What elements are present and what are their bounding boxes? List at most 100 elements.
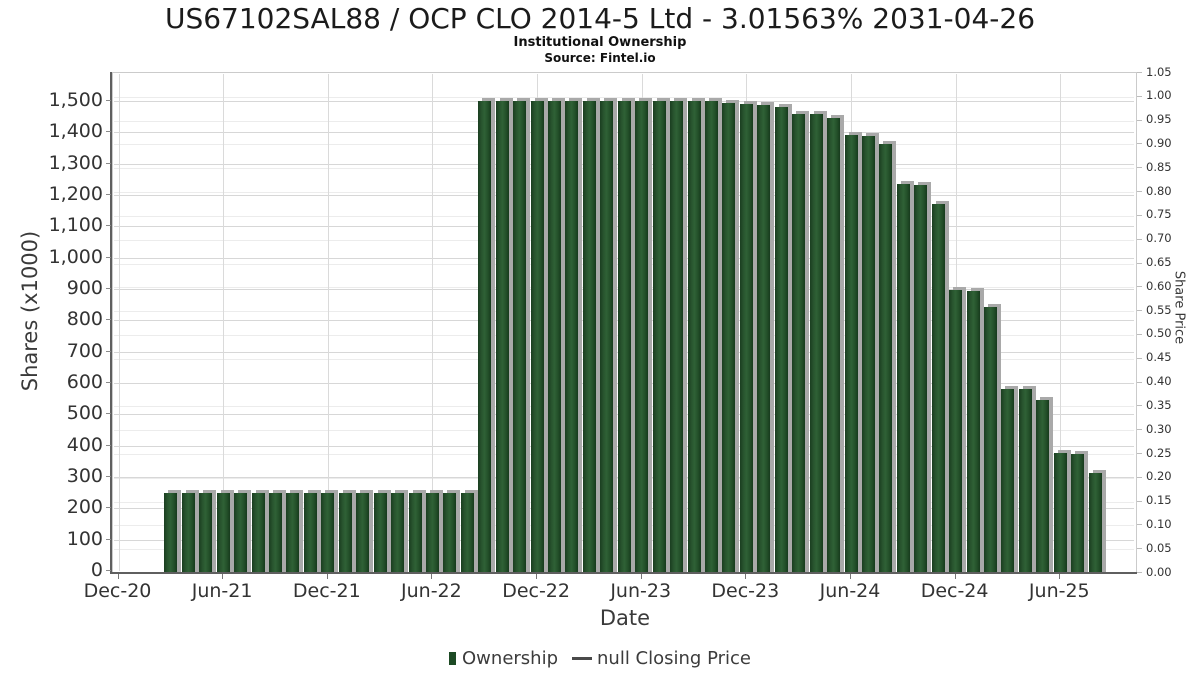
y-axis-left-tick — [106, 444, 111, 446]
y-axis-right-tick-label: 0.35 — [1146, 397, 1172, 412]
ownership-bar[interactable] — [269, 493, 282, 572]
ownership-bar[interactable] — [582, 101, 596, 572]
ownership-bar[interactable] — [757, 104, 771, 572]
y-axis-left-tick — [106, 225, 111, 227]
ownership-bar[interactable] — [1088, 473, 1102, 572]
ownership-bar[interactable] — [181, 493, 195, 572]
ownership-bar[interactable] — [914, 184, 928, 572]
ownership-bar[interactable] — [408, 493, 422, 572]
y-axis-right-tick — [1137, 95, 1142, 97]
y-axis-right-tick-label: 0.75 — [1146, 207, 1172, 222]
ownership-bar[interactable] — [1071, 453, 1085, 572]
y-axis-right-tick-label: 0.30 — [1146, 421, 1172, 436]
y-axis-right-tick — [1137, 72, 1142, 73]
y-axis-left-tick — [106, 350, 111, 352]
y-axis-right-tick — [1137, 119, 1142, 121]
ownership-bar[interactable] — [164, 493, 178, 572]
closing-price-series-marker-icon — [572, 656, 593, 660]
ownership-bar[interactable] — [513, 101, 527, 572]
x-axis-tick-label: Dec-20 — [83, 580, 152, 602]
ownership-bar[interactable] — [774, 107, 788, 572]
ownership-bar[interactable] — [286, 493, 300, 572]
ownership-bar[interactable] — [739, 104, 753, 572]
y-axis-left-tick-label: 0 — [90, 559, 103, 581]
chart-source: Source: Fintel.io — [544, 51, 656, 65]
x-axis-tick-label: Jun-25 — [1028, 580, 1090, 602]
x-axis-title: Date — [599, 606, 651, 630]
ownership-bar[interactable] — [600, 101, 614, 572]
x-axis-tick-label: Jun-22 — [401, 580, 462, 602]
y-axis-left-tick-label: 1,300 — [48, 151, 103, 174]
gridline-date — [118, 74, 120, 571]
ownership-bar[interactable] — [1018, 389, 1032, 572]
y-axis-left-tick — [106, 413, 111, 415]
y-axis-right-tick-label: 0.40 — [1146, 374, 1172, 388]
ownership-bar[interactable] — [443, 493, 457, 572]
ownership-bar[interactable] — [234, 493, 248, 572]
ownership-bar[interactable] — [1053, 452, 1067, 572]
y-axis-right-tick-label: 0.55 — [1146, 302, 1172, 317]
ownership-bar[interactable] — [844, 134, 858, 572]
ownership-bar[interactable] — [931, 203, 945, 572]
y-axis-left-tick — [106, 131, 111, 133]
y-axis-right-tick — [1137, 429, 1142, 431]
legend-item-ownership[interactable]: Ownership — [449, 648, 558, 669]
ownership-bar[interactable] — [984, 307, 997, 572]
y-axis-right-tick — [1137, 453, 1142, 454]
y-axis-right-tick-label: 0.95 — [1146, 112, 1172, 127]
y-axis-right-tick — [1137, 310, 1142, 312]
ownership-bar[interactable] — [896, 184, 910, 572]
y-axis-right-tick — [1137, 381, 1142, 383]
ownership-bar[interactable] — [303, 493, 317, 572]
y-axis-right-tick — [1137, 214, 1142, 216]
ownership-bar[interactable] — [949, 289, 963, 572]
ownership-bar[interactable] — [827, 117, 840, 572]
y-axis-right-tick-label: 0.65 — [1146, 255, 1172, 269]
ownership-bar[interactable] — [635, 101, 649, 572]
ownership-bar[interactable] — [391, 493, 404, 572]
ownership-bar[interactable] — [530, 101, 544, 572]
y-axis-left-tick — [106, 100, 111, 101]
ownership-bar[interactable] — [548, 101, 561, 572]
x-axis-spine — [110, 572, 1137, 574]
ownership-bar[interactable] — [216, 493, 230, 572]
ownership-bar[interactable] — [356, 493, 370, 572]
ownership-bar[interactable] — [1001, 388, 1015, 572]
x-axis-tick — [326, 574, 328, 579]
ownership-bar[interactable] — [670, 101, 684, 572]
ownership-bar[interactable] — [495, 101, 509, 572]
legend: Ownership null Closing Price — [0, 645, 1200, 671]
ownership-bar[interactable] — [373, 493, 387, 572]
ownership-bar[interactable] — [652, 101, 666, 572]
ownership-bar[interactable] — [251, 493, 265, 572]
y-axis-left-tick — [106, 162, 111, 164]
legend-label-closing-price: null Closing Price — [597, 647, 751, 669]
y-axis-right-tick-label: 0.45 — [1146, 350, 1172, 365]
ownership-bar[interactable] — [792, 113, 806, 572]
ownership-bar[interactable] — [425, 493, 439, 572]
y-axis-right-tick-label: 0.25 — [1146, 445, 1172, 460]
ownership-bar[interactable] — [321, 493, 335, 572]
ownership-bar[interactable] — [687, 101, 701, 572]
ownership-bar[interactable] — [1036, 400, 1050, 572]
x-axis-tick — [850, 574, 851, 579]
ownership-bar[interactable] — [565, 101, 579, 572]
ownership-bar[interactable] — [705, 101, 718, 572]
ownership-bar[interactable] — [879, 143, 893, 572]
ownership-bar[interactable] — [809, 114, 823, 572]
ownership-bar[interactable] — [966, 291, 980, 572]
ownership-bar[interactable] — [338, 493, 352, 572]
ownership-bar[interactable] — [460, 493, 474, 572]
y-axis-right-tick-label: 1.05 — [1146, 64, 1172, 79]
ownership-bar[interactable] — [861, 135, 875, 572]
ownership-bar[interactable] — [199, 493, 213, 572]
x-axis-tick — [536, 574, 538, 579]
y-axis-right-tick-label: 0.15 — [1146, 493, 1172, 508]
ownership-bar[interactable] — [617, 101, 631, 572]
y-axis-left-tick-label: 500 — [66, 402, 103, 425]
chart-subtitle: Institutional Ownership — [513, 35, 687, 50]
legend-item-closing-price[interactable]: null Closing Price — [558, 648, 751, 669]
y-axis-right-tick-label: 0.20 — [1146, 469, 1172, 484]
ownership-bar[interactable] — [722, 102, 736, 572]
ownership-bar[interactable] — [478, 101, 492, 572]
